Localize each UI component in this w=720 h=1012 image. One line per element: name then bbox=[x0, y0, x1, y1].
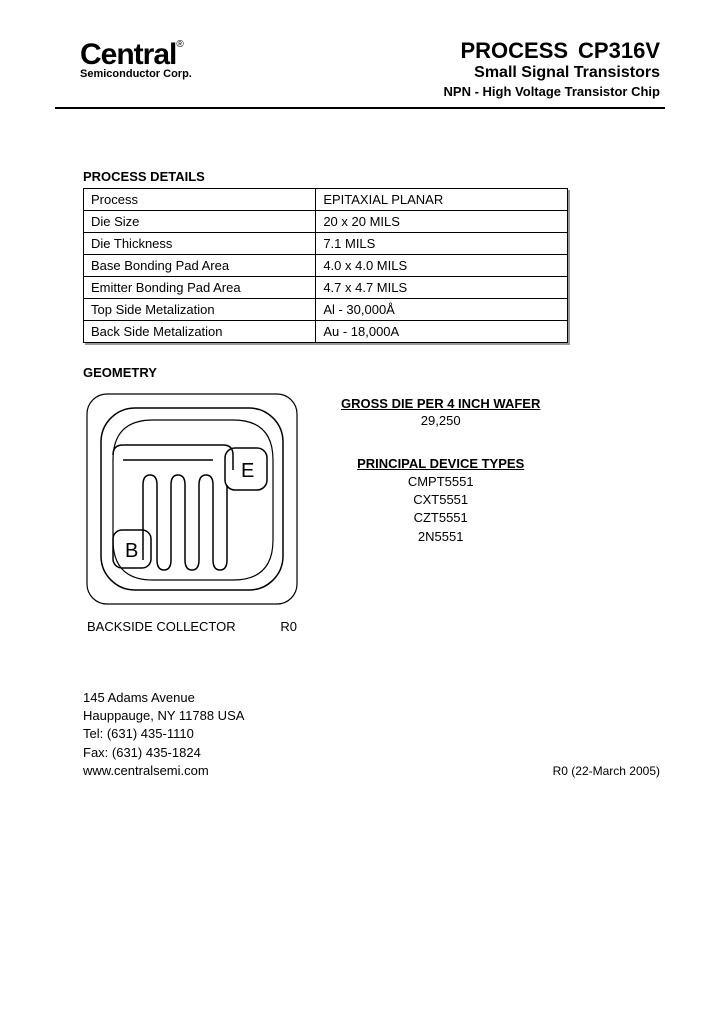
die-caption-row: BACKSIDE COLLECTOR R0 bbox=[83, 619, 301, 634]
cell-value: Au - 18,000A bbox=[316, 321, 568, 343]
cell-label: Process bbox=[84, 189, 316, 211]
footer-revision: R0 (22-March 2005) bbox=[553, 763, 665, 780]
table-row: Die Size20 x 20 MILS bbox=[84, 211, 568, 233]
device-types-list: CMPT5551 CXT5551 CZT5551 2N5551 bbox=[341, 473, 540, 546]
cell-value: 20 x 20 MILS bbox=[316, 211, 568, 233]
geometry-row: E B BACKSIDE COLLECTOR R0 GROSS DIE PER … bbox=[55, 390, 665, 634]
cell-label: Emitter Bonding Pad Area bbox=[84, 277, 316, 299]
cell-label: Die Thickness bbox=[84, 233, 316, 255]
geometry-section: GEOMETRY E B bbox=[55, 365, 665, 634]
table-row: Base Bonding Pad Area4.0 x 4.0 MILS bbox=[84, 255, 568, 277]
die-svg-icon: E B bbox=[83, 390, 301, 608]
title-line-3: NPN - High Voltage Transistor Chip bbox=[444, 84, 660, 99]
device-types-block: PRINCIPAL DEVICE TYPES CMPT5551 CXT5551 … bbox=[341, 456, 540, 546]
diagram-revision: R0 bbox=[280, 619, 297, 634]
header-rule bbox=[55, 107, 665, 109]
geometry-title: GEOMETRY bbox=[83, 365, 665, 380]
gross-die-heading: GROSS DIE PER 4 INCH WAFER bbox=[341, 396, 540, 411]
contact-block: 145 Adams Avenue Hauppauge, NY 11788 USA… bbox=[83, 689, 244, 780]
title-block: PROCESS CP316V Small Signal Transistors N… bbox=[444, 40, 665, 99]
title-line-1: PROCESS CP316V bbox=[444, 40, 660, 62]
table-row: ProcessEPITAXIAL PLANAR bbox=[84, 189, 568, 211]
process-details-title: PROCESS DETAILS bbox=[83, 169, 665, 184]
cell-value: 4.7 x 4.7 MILS bbox=[316, 277, 568, 299]
logo-main-text: Central® bbox=[80, 40, 192, 70]
table-row: Back Side MetalizationAu - 18,000A bbox=[84, 321, 568, 343]
die-info-block: GROSS DIE PER 4 INCH WAFER 29,250 PRINCI… bbox=[341, 390, 540, 546]
table-row: Emitter Bonding Pad Area4.7 x 4.7 MILS bbox=[84, 277, 568, 299]
pad-b-label: B bbox=[125, 540, 138, 562]
company-logo: Central® Semiconductor Corp. bbox=[55, 40, 192, 80]
device-item: CMPT5551 bbox=[341, 473, 540, 491]
fax-line: Fax: (631) 435-1824 bbox=[83, 744, 244, 762]
table-row: Die Thickness7.1 MILS bbox=[84, 233, 568, 255]
die-diagram: E B BACKSIDE COLLECTOR R0 bbox=[83, 390, 301, 634]
logo-name: Central bbox=[80, 38, 176, 71]
cell-value: 4.0 x 4.0 MILS bbox=[316, 255, 568, 277]
gross-die-value: 29,250 bbox=[341, 413, 540, 428]
part-number: CP316V bbox=[578, 38, 660, 63]
title-line-2: Small Signal Transistors bbox=[444, 64, 660, 82]
cell-value: Al - 30,000Å bbox=[316, 299, 568, 321]
address-line-2: Hauppauge, NY 11788 USA bbox=[83, 707, 244, 725]
cell-label: Die Size bbox=[84, 211, 316, 233]
address-line-1: 145 Adams Avenue bbox=[83, 689, 244, 707]
device-types-heading: PRINCIPAL DEVICE TYPES bbox=[341, 456, 540, 471]
title-process-label: PROCESS bbox=[460, 38, 568, 63]
cell-label: Back Side Metalization bbox=[84, 321, 316, 343]
logo-tm: ® bbox=[176, 39, 182, 50]
cell-value: EPITAXIAL PLANAR bbox=[316, 189, 568, 211]
device-item: CXT5551 bbox=[341, 491, 540, 509]
logo-subtitle: Semiconductor Corp. bbox=[80, 68, 192, 80]
cell-label: Base Bonding Pad Area bbox=[84, 255, 316, 277]
tel-line: Tel: (631) 435-1110 bbox=[83, 725, 244, 743]
page-header: Central® Semiconductor Corp. PROCESS CP31… bbox=[55, 40, 665, 99]
device-item: CZT5551 bbox=[341, 509, 540, 527]
device-item: 2N5551 bbox=[341, 528, 540, 546]
website-line: www.centralsemi.com bbox=[83, 762, 244, 780]
process-details-table: ProcessEPITAXIAL PLANAR Die Size20 x 20 … bbox=[83, 188, 568, 343]
page-footer: 145 Adams Avenue Hauppauge, NY 11788 USA… bbox=[83, 689, 665, 780]
backside-collector-label: BACKSIDE COLLECTOR bbox=[87, 619, 236, 634]
cell-value: 7.1 MILS bbox=[316, 233, 568, 255]
pad-e-label: E bbox=[241, 460, 254, 482]
table-row: Top Side MetalizationAl - 30,000Å bbox=[84, 299, 568, 321]
cell-label: Top Side Metalization bbox=[84, 299, 316, 321]
